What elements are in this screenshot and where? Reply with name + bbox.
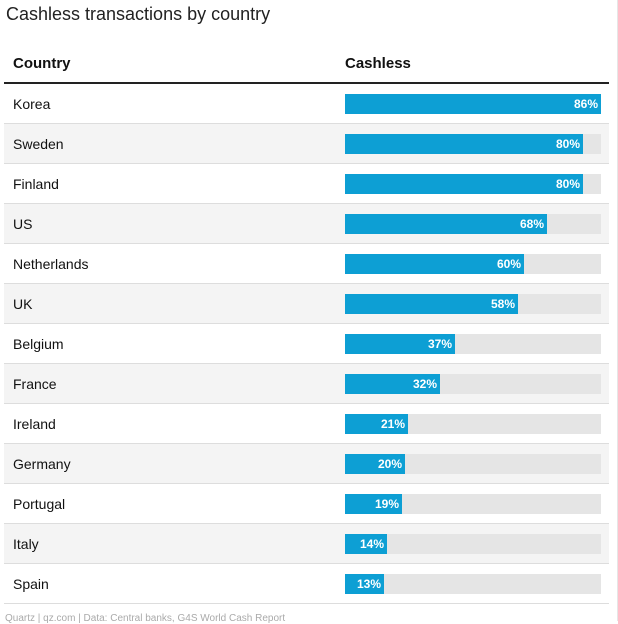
country-label: Italy bbox=[13, 536, 39, 552]
table-row: Belgium 37% bbox=[4, 324, 609, 364]
bar-value-label: 37% bbox=[427, 337, 452, 351]
cashless-column-header: Cashless bbox=[345, 55, 411, 72]
bar: 13% bbox=[345, 574, 384, 594]
bar-value-label: 14% bbox=[359, 537, 384, 551]
bar-track: 32% bbox=[345, 374, 601, 394]
bar-value-label: 60% bbox=[496, 257, 521, 271]
bar: 86% bbox=[345, 94, 601, 114]
table-rows: Korea 86% Sweden 80% Finland 80% US 68% Netherla… bbox=[4, 84, 609, 604]
country-column-header: Country bbox=[13, 55, 71, 72]
country-label: Spain bbox=[13, 576, 49, 592]
table-row: France 32% bbox=[4, 364, 609, 404]
country-label: Sweden bbox=[13, 136, 64, 152]
bar: 68% bbox=[345, 214, 547, 234]
bar-value-label: 68% bbox=[519, 217, 544, 231]
table-row: Italy 14% bbox=[4, 524, 609, 564]
bar: 20% bbox=[345, 454, 405, 474]
bar-track: 58% bbox=[345, 294, 601, 314]
chart-table: Country Cashless Korea 86% Sweden 80% Finlan… bbox=[4, 44, 609, 604]
table-row: UK 58% bbox=[4, 284, 609, 324]
country-label: Portugal bbox=[13, 496, 66, 512]
bar-track: 80% bbox=[345, 134, 601, 154]
bar-value-label: 86% bbox=[573, 97, 598, 111]
country-label: Belgium bbox=[13, 336, 64, 352]
bar-value-label: 19% bbox=[374, 497, 399, 511]
bar-value-label: 21% bbox=[380, 417, 405, 431]
country-label: Ireland bbox=[13, 416, 56, 432]
bar-track: 80% bbox=[345, 174, 601, 194]
table-header: Country Cashless bbox=[4, 44, 609, 84]
table-row: Germany 20% bbox=[4, 444, 609, 484]
bar-track: 60% bbox=[345, 254, 601, 274]
bar-value-label: 80% bbox=[555, 137, 580, 151]
bar: 19% bbox=[345, 494, 402, 514]
table-row: Finland 80% bbox=[4, 164, 609, 204]
table-row: Sweden 80% bbox=[4, 124, 609, 164]
bar: 32% bbox=[345, 374, 440, 394]
bar-value-label: 13% bbox=[356, 577, 381, 591]
bar-value-label: 80% bbox=[555, 177, 580, 191]
country-label: Germany bbox=[13, 456, 71, 472]
bar-track: 14% bbox=[345, 534, 601, 554]
table-row: US 68% bbox=[4, 204, 609, 244]
country-label: Korea bbox=[13, 96, 51, 112]
source-note: Quartz | qz.com | Data: Central banks, G… bbox=[5, 613, 286, 624]
country-label: UK bbox=[13, 296, 33, 312]
bar-track: 19% bbox=[345, 494, 601, 514]
bar: 80% bbox=[345, 174, 583, 194]
country-label: France bbox=[13, 376, 57, 392]
table-row: Ireland 21% bbox=[4, 404, 609, 444]
bar: 37% bbox=[345, 334, 455, 354]
bar-track: 21% bbox=[345, 414, 601, 434]
bar: 58% bbox=[345, 294, 518, 314]
bar: 80% bbox=[345, 134, 583, 154]
table-row: Netherlands 60% bbox=[4, 244, 609, 284]
bar-track: 86% bbox=[345, 94, 601, 114]
bar: 21% bbox=[345, 414, 408, 434]
table-row: Korea 86% bbox=[4, 84, 609, 124]
chart-title: Cashless transactions by country bbox=[6, 4, 271, 24]
bar-value-label: 58% bbox=[490, 297, 515, 311]
bar-track: 20% bbox=[345, 454, 601, 474]
bar-track: 13% bbox=[345, 574, 601, 594]
bar-track: 37% bbox=[345, 334, 601, 354]
country-label: Finland bbox=[13, 176, 59, 192]
bar-value-label: 20% bbox=[377, 457, 402, 471]
table-row: Portugal 19% bbox=[4, 484, 609, 524]
bar-track: 68% bbox=[345, 214, 601, 234]
bar: 60% bbox=[345, 254, 524, 274]
country-label: US bbox=[13, 216, 33, 232]
country-label: Netherlands bbox=[13, 256, 89, 272]
table-row: Spain 13% bbox=[4, 564, 609, 604]
bar: 14% bbox=[345, 534, 387, 554]
bar-value-label: 32% bbox=[412, 377, 437, 391]
